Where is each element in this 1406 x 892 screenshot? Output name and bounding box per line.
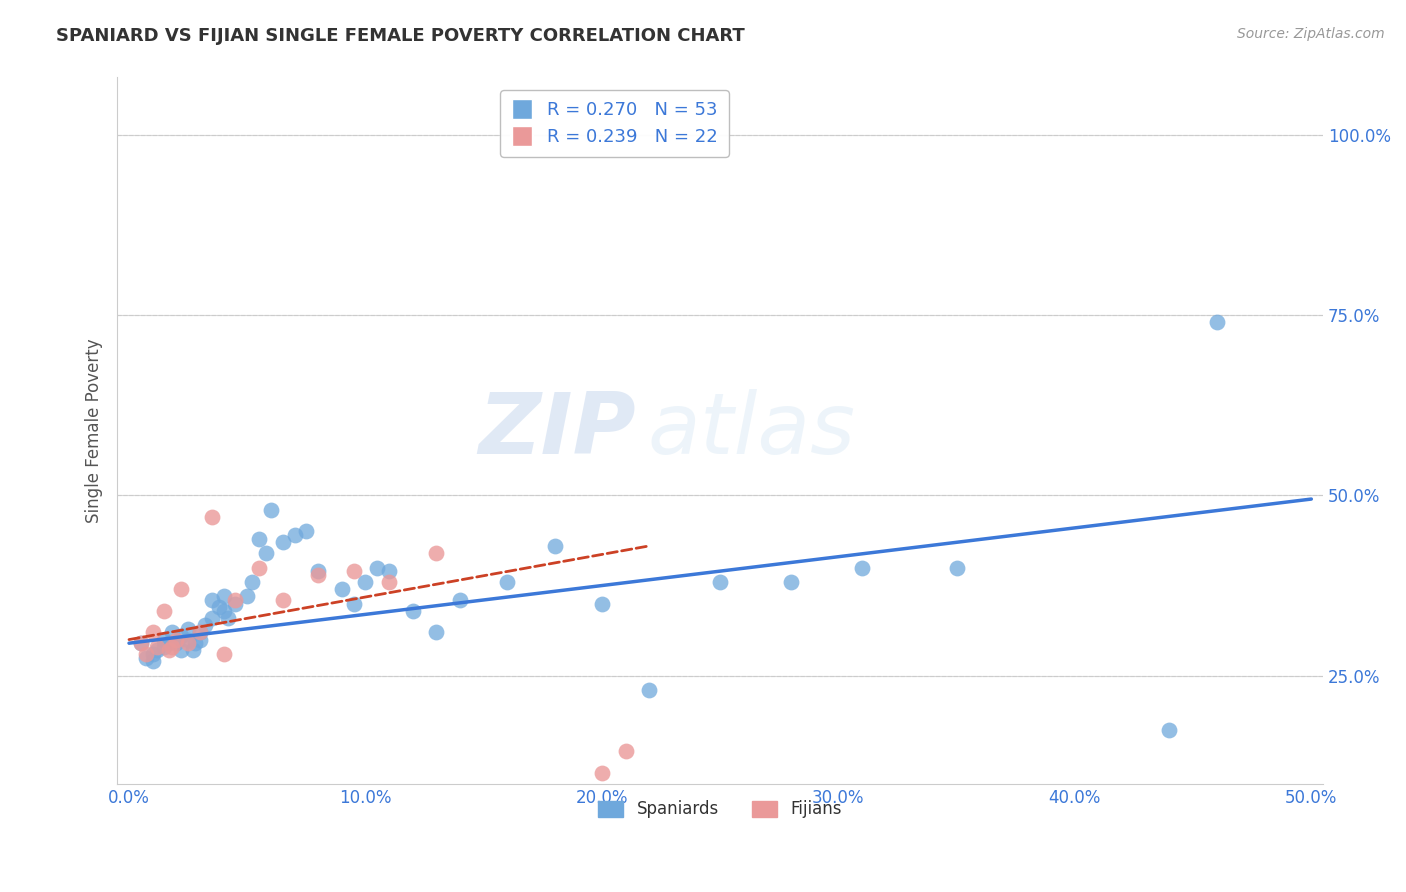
Point	[851, 560, 873, 574]
Point	[170, 643, 193, 657]
Point	[129, 636, 152, 650]
Point	[142, 654, 165, 668]
Point	[271, 535, 294, 549]
Point	[184, 636, 207, 650]
Point	[188, 625, 211, 640]
Point	[177, 636, 200, 650]
Point	[254, 546, 277, 560]
Point	[201, 510, 224, 524]
Point	[212, 590, 235, 604]
Point	[142, 647, 165, 661]
Point	[153, 604, 176, 618]
Point	[135, 647, 157, 661]
Point	[224, 597, 246, 611]
Point	[1159, 723, 1181, 737]
Point	[135, 650, 157, 665]
Y-axis label: Single Female Poverty: Single Female Poverty	[86, 338, 103, 523]
Point	[170, 582, 193, 596]
Point	[146, 643, 169, 657]
Text: Source: ZipAtlas.com: Source: ZipAtlas.com	[1237, 27, 1385, 41]
Point	[591, 597, 613, 611]
Point	[181, 643, 204, 657]
Point	[307, 564, 329, 578]
Point	[307, 567, 329, 582]
Point	[425, 546, 447, 560]
Point	[260, 503, 283, 517]
Point	[614, 744, 637, 758]
Point	[212, 604, 235, 618]
Point	[217, 611, 239, 625]
Point	[638, 683, 661, 698]
Point	[780, 574, 803, 589]
Point	[146, 640, 169, 654]
Text: atlas: atlas	[648, 389, 856, 472]
Point	[366, 560, 388, 574]
Point	[330, 582, 353, 596]
Point	[295, 524, 318, 539]
Point	[378, 574, 401, 589]
Legend: Spaniards, Fijians: Spaniards, Fijians	[592, 794, 849, 825]
Point	[402, 604, 425, 618]
Point	[142, 625, 165, 640]
Point	[188, 625, 211, 640]
Point	[188, 632, 211, 647]
Point	[129, 636, 152, 650]
Point	[240, 574, 263, 589]
Point	[170, 629, 193, 643]
Point	[157, 643, 180, 657]
Point	[177, 632, 200, 647]
Point	[271, 593, 294, 607]
Point	[177, 622, 200, 636]
Point	[543, 539, 565, 553]
Point	[449, 593, 471, 607]
Text: ZIP: ZIP	[478, 389, 636, 472]
Point	[591, 766, 613, 780]
Point	[236, 590, 259, 604]
Point	[153, 632, 176, 647]
Point	[201, 593, 224, 607]
Point	[157, 636, 180, 650]
Point	[343, 564, 366, 578]
Text: SPANIARD VS FIJIAN SINGLE FEMALE POVERTY CORRELATION CHART: SPANIARD VS FIJIAN SINGLE FEMALE POVERTY…	[56, 27, 745, 45]
Point	[224, 593, 246, 607]
Point	[425, 625, 447, 640]
Point	[247, 532, 270, 546]
Point	[354, 574, 377, 589]
Point	[212, 647, 235, 661]
Point	[709, 574, 731, 589]
Point	[945, 560, 967, 574]
Point	[496, 574, 519, 589]
Point	[153, 640, 176, 654]
Point	[208, 600, 231, 615]
Point	[283, 528, 305, 542]
Point	[160, 640, 183, 654]
Point	[160, 625, 183, 640]
Point	[343, 597, 366, 611]
Point	[378, 564, 401, 578]
Point	[165, 632, 187, 647]
Point	[1205, 316, 1227, 330]
Point	[247, 560, 270, 574]
Point	[165, 636, 187, 650]
Point	[201, 611, 224, 625]
Point	[194, 618, 217, 632]
